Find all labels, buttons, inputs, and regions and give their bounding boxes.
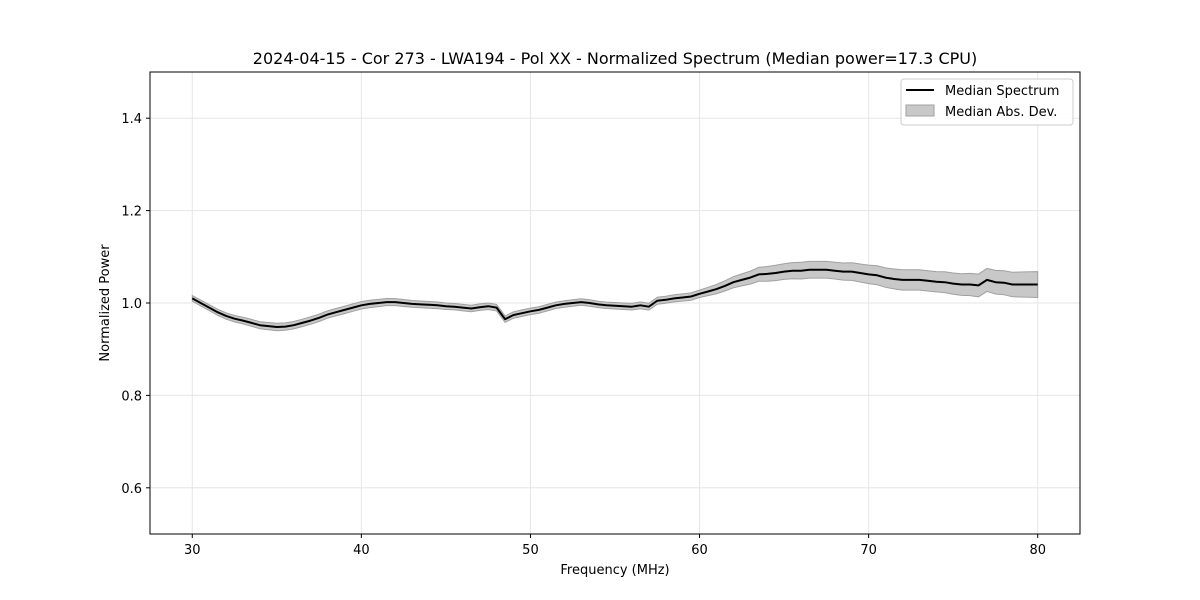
median-spectrum-line — [191, 268, 1038, 328]
x-tick-label: 80 — [1029, 543, 1046, 558]
legend-frame — [900, 78, 1074, 126]
legend: Median Spectrum Median Abs. Dev. — [900, 78, 1074, 126]
x-tick-layer: 30 40 50 60 70 80 — [184, 534, 1046, 558]
y-tick-label: 0.8 — [121, 389, 142, 404]
x-tick-label: 60 — [691, 543, 708, 558]
legend-mad-label: Median Abs. Dev. — [945, 105, 1057, 120]
x-tick-label: 50 — [522, 543, 539, 558]
y-tick-layer: 0.6 0.8 1.0 1.2 1.4 — [121, 112, 150, 497]
y-tick-label: 0.6 — [121, 482, 142, 497]
y-tick-label: 1.0 — [121, 297, 142, 312]
x-tick-label: 30 — [184, 543, 201, 558]
median-line-layer — [191, 268, 1038, 328]
x-axis-label: Frequency (MHz) — [560, 563, 669, 578]
x-tick-label: 70 — [860, 543, 877, 558]
legend-mad-swatch — [905, 104, 935, 117]
x-tick-label: 40 — [353, 543, 370, 558]
chart-title: 2024-04-15 - Cor 273 - LWA194 - Pol XX -… — [253, 49, 977, 68]
y-tick-label: 1.4 — [121, 112, 142, 127]
legend-median-label: Median Spectrum — [945, 84, 1059, 99]
y-axis-label: Normalized Power — [98, 244, 113, 362]
y-tick-label: 1.2 — [121, 205, 142, 220]
mad-band — [191, 260, 1039, 332]
mad-band-layer — [191, 260, 1039, 332]
